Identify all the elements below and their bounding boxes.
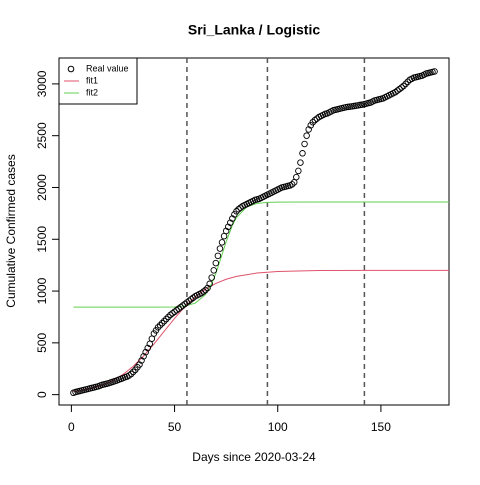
data-point [160, 317, 168, 325]
legend-label: Real value [86, 63, 129, 73]
data-point [125, 372, 133, 379]
x-tick-label: 0 [68, 420, 75, 434]
data-point [344, 103, 352, 111]
data-point [212, 259, 220, 267]
data-point [224, 223, 232, 231]
y-tick-label: 2000 [35, 174, 49, 201]
y-tick-label: 500 [35, 333, 49, 353]
data-point [311, 116, 319, 124]
data-point [179, 302, 187, 309]
data-point [222, 227, 230, 235]
y-tick-label: 1500 [35, 226, 49, 253]
data-point [204, 284, 211, 292]
data-point [208, 274, 215, 281]
data-point [127, 370, 135, 378]
legend-label: fit2 [86, 87, 98, 97]
data-point [396, 85, 403, 93]
data-point [175, 305, 182, 312]
data-point [392, 88, 399, 96]
data-point [305, 126, 312, 133]
x-axis-label: Days since 2020-03-24 [192, 450, 316, 464]
data-point [216, 245, 224, 252]
data-point [142, 348, 149, 356]
data-point [431, 68, 438, 75]
x-tick-label: 150 [371, 420, 391, 434]
data-point [136, 361, 143, 368]
data-point [288, 181, 296, 188]
data-point [165, 313, 172, 321]
data-point [187, 296, 195, 303]
x-tick-label: 100 [268, 420, 288, 434]
data-point [299, 150, 306, 157]
data-point [130, 368, 137, 376]
data-point [404, 78, 411, 86]
data-point [177, 303, 184, 311]
data-point [309, 118, 317, 126]
data-point [167, 311, 174, 319]
data-point [144, 344, 151, 352]
data-point [200, 288, 207, 295]
data-point [185, 297, 193, 305]
data-point [402, 80, 409, 88]
data-point [394, 87, 401, 94]
data-point [227, 219, 234, 226]
fit-line [73, 269, 449, 393]
data-point [398, 84, 405, 91]
data-point [202, 286, 209, 294]
plot-frame [58, 57, 450, 406]
chart-title: Sri_Lanka / Logistic [188, 22, 320, 38]
y-axis-label: Cumulative Confirmed cases [4, 154, 18, 307]
data-point [229, 215, 236, 222]
data-point [218, 239, 226, 246]
data-point [400, 82, 407, 90]
data-point [183, 299, 191, 306]
data-point [214, 252, 222, 260]
data-point [235, 205, 242, 213]
data-point [293, 173, 300, 181]
legend-swatch [67, 65, 75, 73]
data-point [156, 321, 164, 329]
data-point [171, 308, 178, 316]
y-tick-label: 0 [35, 391, 49, 398]
y-tick-label: 2500 [35, 122, 49, 149]
data-point [295, 167, 302, 175]
data-point [233, 208, 240, 215]
data-point [206, 280, 213, 288]
data-point [297, 159, 304, 166]
y-tick-label: 3000 [35, 70, 49, 97]
legend-label: fit1 [86, 75, 98, 85]
data-point [301, 140, 308, 148]
data-point [198, 289, 205, 297]
data-point [181, 300, 189, 308]
data-point [140, 353, 147, 360]
y-tick-label: 1000 [35, 277, 49, 304]
data-point [210, 267, 218, 274]
fit-line [73, 201, 449, 308]
data-point [163, 315, 170, 323]
data-point [154, 324, 162, 331]
data-point [173, 306, 180, 314]
x-tick-label: 50 [168, 420, 182, 434]
data-point [169, 310, 176, 317]
data-point [303, 132, 310, 139]
data-point [138, 357, 145, 364]
data-point [158, 319, 166, 327]
